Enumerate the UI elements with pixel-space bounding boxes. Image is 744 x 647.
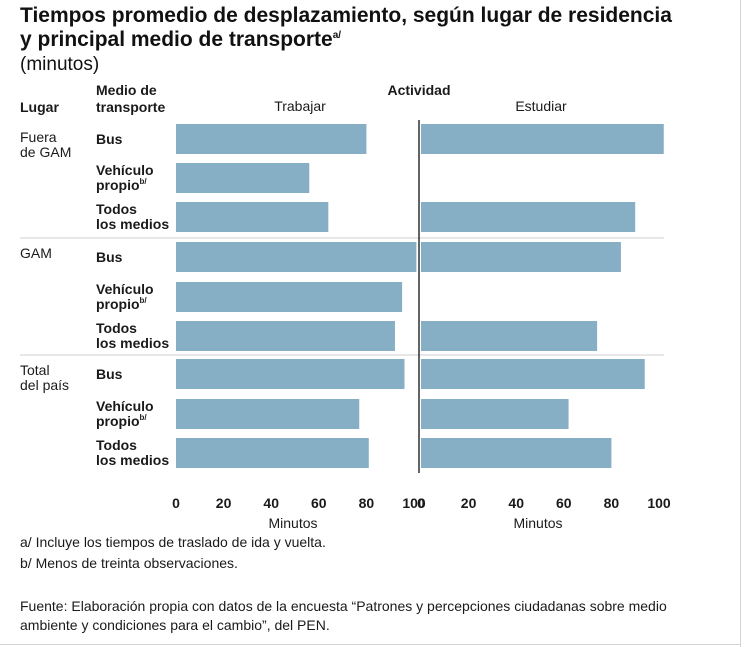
frame-border-bottom <box>0 644 741 645</box>
chart-subtitle: (minutos) <box>20 54 100 75</box>
row-label-5-line1: Vehículo <box>96 281 154 297</box>
tick-label-trabajar-0: 0 <box>172 495 180 511</box>
tick-label-trabajar-80: 80 <box>359 495 375 511</box>
bar-trabajar-2 <box>176 163 310 193</box>
row-label-9-line2: los medios <box>96 452 169 468</box>
group-label-3-line2: del país <box>20 377 69 393</box>
row-label-6-line1: Todos <box>96 320 137 336</box>
footnote-a: a/ Incluye los tiempos de traslado de id… <box>20 534 326 550</box>
row-label-2-line1: Vehículo <box>96 162 154 178</box>
row-label-6-line2: los medios <box>96 335 169 351</box>
footnote-b: b/ Menos de treinta observaciones. <box>20 555 238 571</box>
bar-trabajar-7 <box>176 359 405 389</box>
tick-label-estudiar-0: 0 <box>417 495 425 511</box>
bar-trabajar-6 <box>176 321 395 351</box>
bar-trabajar-4 <box>176 242 417 272</box>
header-medio-line2: transporte <box>96 99 165 115</box>
bar-trabajar-3 <box>176 202 329 232</box>
row-label-3-line2: los medios <box>96 216 169 232</box>
row-label-5-line2: propiob/ <box>96 296 147 312</box>
bar-estudiar-8 <box>421 399 569 429</box>
row-label-7-line1: Bus <box>96 366 123 382</box>
group-label-2-line1: GAM <box>20 245 52 261</box>
row-label-note: b/ <box>140 177 148 186</box>
group-label-3-line1: Total <box>20 362 50 378</box>
bar-estudiar-4 <box>421 242 621 272</box>
tick-label-trabajar-40: 40 <box>263 495 279 511</box>
chart-title: Tiempos promedio de desplazamiento, segú… <box>20 4 720 52</box>
bar-estudiar-7 <box>421 359 645 389</box>
source-note: Fuente: Elaboración propia con datos de … <box>20 597 730 635</box>
header-medio-line1: Medio de <box>96 82 157 98</box>
tick-label-trabajar-100: 100 <box>402 495 426 511</box>
title-line-1: Tiempos promedio de desplazamiento, segú… <box>20 4 672 27</box>
group-label-1-line2: de GAM <box>20 144 71 160</box>
tick-label-estudiar-60: 60 <box>556 495 572 511</box>
panel-name-2: Estudiar <box>515 98 567 114</box>
row-label-4-line1: Bus <box>96 249 123 265</box>
row-label-8-line2: propiob/ <box>96 413 147 429</box>
row-label-8-line1: Vehículo <box>96 398 154 414</box>
header-lugar: Lugar <box>20 99 59 115</box>
title-line-2: y principal medio de transporte <box>20 28 333 51</box>
header-actividad: Actividad <box>387 82 450 98</box>
group-label-1-line1: Fuera <box>20 129 57 145</box>
bar-trabajar-5 <box>176 282 403 312</box>
row-label-2-line2: propiob/ <box>96 177 147 193</box>
row-label-1-line1: Bus <box>96 131 123 147</box>
row-label-9-line1: Todos <box>96 437 137 453</box>
source-line-1: Fuente: Elaboración propia con datos de … <box>20 598 667 614</box>
tick-label-estudiar-20: 20 <box>461 495 477 511</box>
bar-trabajar-1 <box>176 124 367 154</box>
panel-name-1: Trabajar <box>274 98 326 114</box>
bar-estudiar-1 <box>421 124 664 154</box>
bar-trabajar-9 <box>176 438 369 468</box>
row-label-note: b/ <box>140 296 148 305</box>
tick-label-trabajar-60: 60 <box>311 495 327 511</box>
row-label-note: b/ <box>140 413 148 422</box>
bar-estudiar-3 <box>421 202 636 232</box>
frame-border-right <box>740 0 741 647</box>
row-label-3-line1: Todos <box>96 201 137 217</box>
x-axis-title-trabajar: Minutos <box>268 515 317 531</box>
source-line-2: ambiente y condiciones para el cambio”, … <box>20 617 330 633</box>
tick-label-estudiar-80: 80 <box>604 495 620 511</box>
bar-estudiar-9 <box>421 438 612 468</box>
tick-label-estudiar-100: 100 <box>647 495 671 511</box>
title-note: a/ <box>332 30 342 41</box>
tick-label-trabajar-20: 20 <box>216 495 232 511</box>
bar-trabajar-8 <box>176 399 360 429</box>
tick-label-estudiar-40: 40 <box>508 495 524 511</box>
x-axis-title-estudiar: Minutos <box>513 515 562 531</box>
bar-estudiar-6 <box>421 321 598 351</box>
